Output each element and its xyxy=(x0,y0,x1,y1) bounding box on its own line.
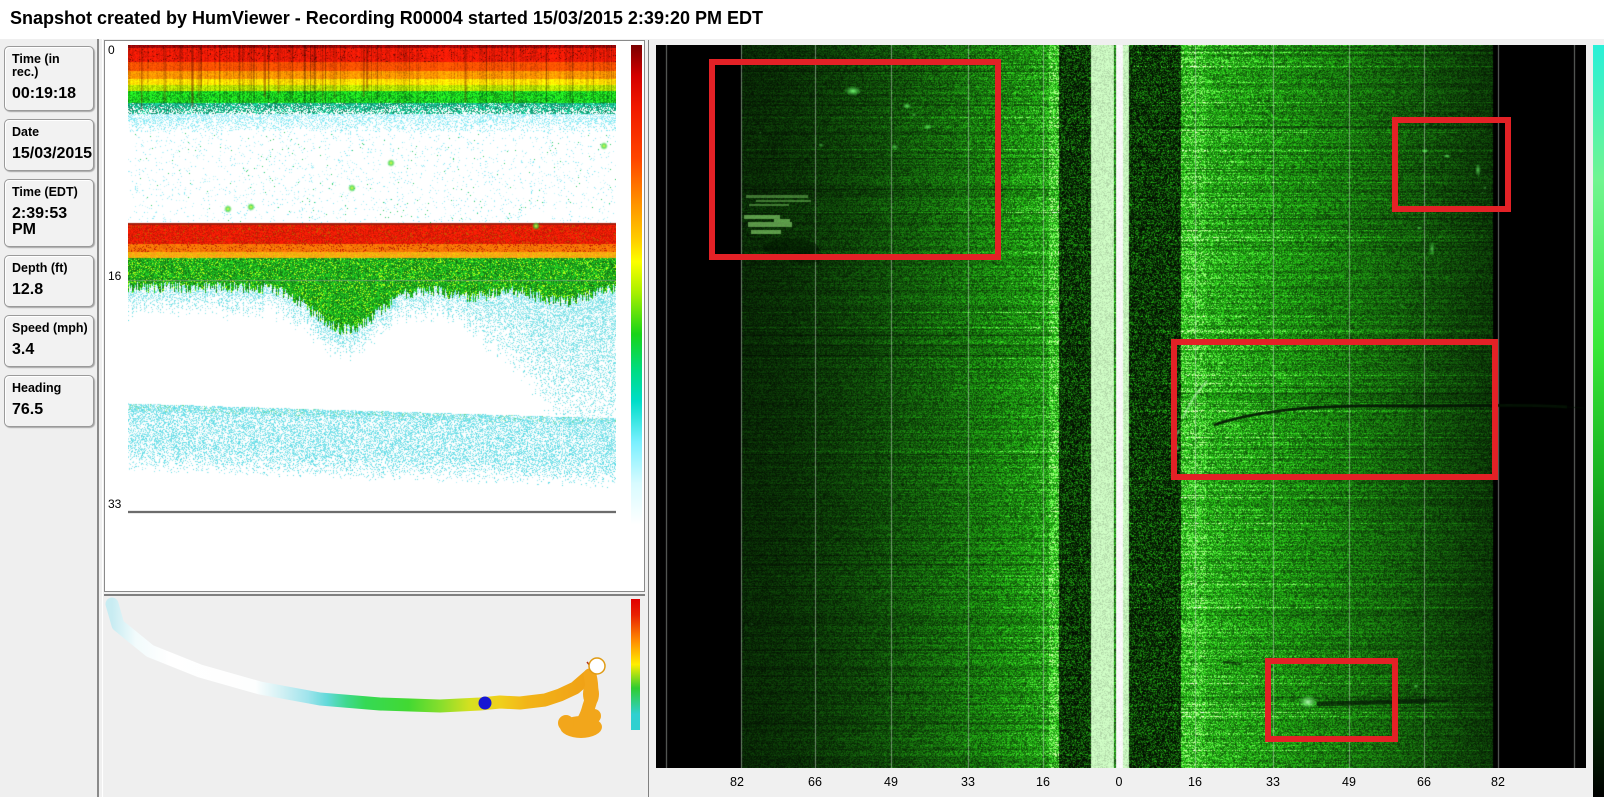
range-tick: 16 xyxy=(1036,775,1050,789)
boat-track-map[interactable] xyxy=(104,596,645,797)
info-box-date: Date 15/03/2015 xyxy=(4,119,94,171)
info-value: 2:39:53 PM xyxy=(12,205,68,238)
side-imaging-colorbar xyxy=(1593,45,1604,797)
sidebar-divider xyxy=(97,39,103,797)
info-box-time-in-rec: Time (in rec.) 00:19:18 xyxy=(4,46,94,111)
title-bar: Snapshot created by HumViewer - Recordin… xyxy=(0,0,1604,39)
range-tick: 49 xyxy=(884,775,898,789)
track-line xyxy=(105,597,597,713)
sonar-2d-canvas[interactable] xyxy=(128,45,616,565)
target-highlight-box-4 xyxy=(1265,658,1398,742)
depth-tick: 16 xyxy=(108,269,122,283)
info-value: 15/03/2015 xyxy=(12,145,93,162)
info-label: Date xyxy=(12,125,40,139)
track-map-view[interactable] xyxy=(104,594,645,797)
range-tick: 0 xyxy=(1115,775,1123,789)
track-end-cluster xyxy=(558,668,602,738)
target-highlight-box-2 xyxy=(1392,117,1511,212)
side-imaging-view[interactable]: 82 66 49 33 16 0 16 33 49 66 82 xyxy=(648,40,1604,797)
window-title: Snapshot created by HumViewer - Recordin… xyxy=(10,8,763,28)
depth-tick: 33 xyxy=(108,497,122,511)
range-tick: 66 xyxy=(808,775,822,789)
track-colorbar xyxy=(631,599,640,730)
info-label: Time (EDT) xyxy=(12,185,78,199)
target-highlight-box-3 xyxy=(1171,339,1498,480)
track-start-marker xyxy=(588,657,606,675)
range-tick: 66 xyxy=(1417,775,1431,789)
depth-tick: 0 xyxy=(108,43,115,57)
target-highlight-box-1 xyxy=(709,59,1001,260)
info-label: Speed (mph) xyxy=(12,321,88,335)
info-value: 12.8 xyxy=(12,281,44,298)
range-tick: 33 xyxy=(961,775,975,789)
sidebar: Time (in rec.) 00:19:18 Date 15/03/2015 … xyxy=(0,39,97,797)
range-tick: 33 xyxy=(1266,775,1280,789)
side-imaging-image[interactable] xyxy=(656,45,1586,768)
info-label: Time (in rec.) xyxy=(12,52,60,79)
info-box-speed: Speed (mph) 3.4 xyxy=(4,315,94,367)
info-value: 3.4 xyxy=(12,341,35,358)
range-tick: 82 xyxy=(730,775,744,789)
current-position-marker[interactable] xyxy=(478,696,492,710)
info-value: 76.5 xyxy=(12,401,44,418)
range-scale: 82 66 49 33 16 0 16 33 49 66 82 xyxy=(656,768,1586,797)
range-tick: 49 xyxy=(1342,775,1356,789)
info-box-depth: Depth (ft) 12.8 xyxy=(4,255,94,307)
info-box-heading: Heading 76.5 xyxy=(4,375,94,427)
info-label: Heading xyxy=(12,381,62,395)
range-tick: 82 xyxy=(1491,775,1505,789)
info-label: Depth (ft) xyxy=(12,261,68,275)
side-imaging-canvas[interactable] xyxy=(656,45,1586,768)
sonar-2d-view[interactable]: 0 16 33 xyxy=(104,40,645,592)
range-tick: 16 xyxy=(1188,775,1202,789)
info-value: 00:19:18 xyxy=(12,85,77,102)
info-box-time-edt: Time (EDT) 2:39:53 PM xyxy=(4,179,94,247)
sonar-2d-colorbar xyxy=(631,45,642,561)
